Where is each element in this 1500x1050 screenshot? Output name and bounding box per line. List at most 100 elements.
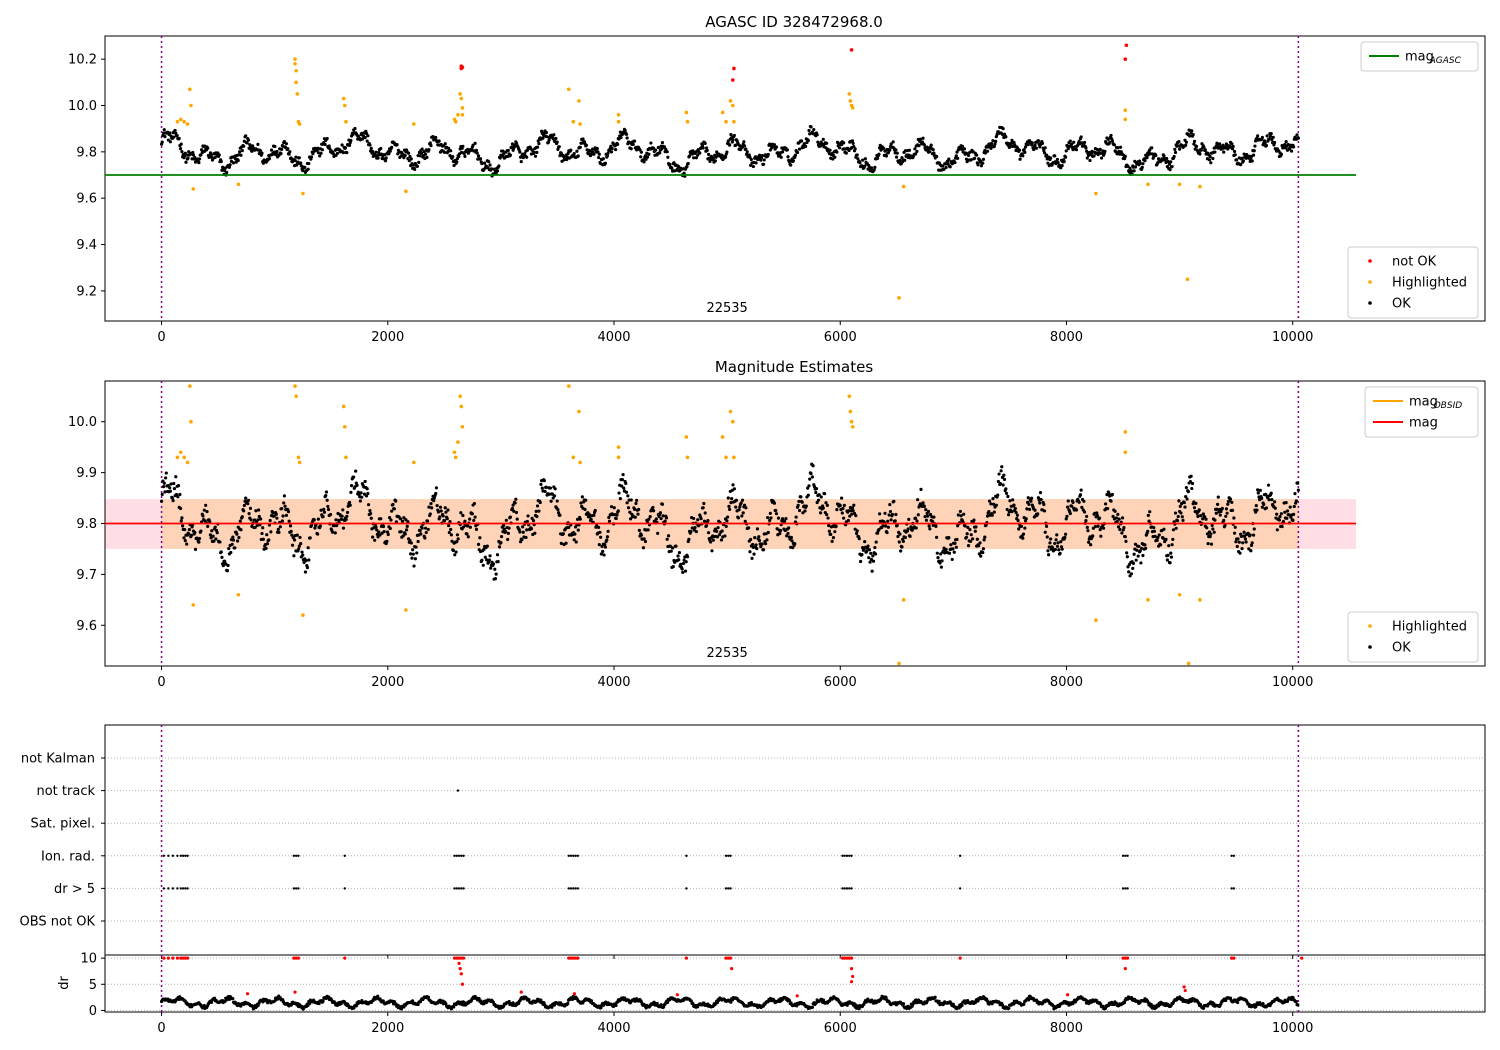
ok-point	[961, 150, 965, 154]
ok-point	[403, 532, 407, 536]
ok-point	[412, 564, 416, 568]
ok-point	[680, 567, 684, 571]
ok-point	[743, 519, 747, 523]
ok-point	[535, 150, 539, 154]
ok-point	[160, 140, 164, 144]
ok-point	[979, 554, 983, 558]
ok-point	[994, 139, 998, 144]
ok-point	[1089, 543, 1093, 547]
ok-point	[607, 515, 611, 520]
flag-point	[841, 854, 844, 857]
ok-point	[732, 487, 736, 491]
ok-point	[893, 519, 897, 523]
legend-box	[1347, 246, 1479, 319]
y-tick-label: 9.6	[76, 619, 97, 634]
flag-point	[685, 887, 688, 890]
ok-point	[471, 143, 475, 147]
ok-point	[1153, 534, 1157, 538]
legend-label: not OK	[1392, 255, 1437, 270]
ok-point	[734, 143, 738, 147]
ok-point	[172, 486, 177, 491]
highlighted-point	[453, 119, 458, 124]
ok-point	[804, 144, 808, 148]
ok-point	[631, 142, 635, 147]
ok-point	[797, 147, 802, 151]
ok-point	[599, 535, 603, 539]
highlighted-point	[343, 425, 347, 429]
ok-point	[277, 530, 281, 535]
ok-point	[574, 540, 578, 544]
highlighted-point	[178, 117, 183, 122]
ok-point	[418, 154, 422, 158]
ok-point	[286, 510, 291, 514]
ok-point	[731, 138, 735, 142]
ok-point	[797, 508, 802, 513]
ok-point	[365, 139, 369, 143]
panel-agasc-magnitude: 0 2000 4000 6000 8000 100009.29.49.69.810.010…	[68, 35, 1486, 345]
flag-point	[574, 887, 577, 890]
highlighted-point	[297, 460, 302, 465]
ok-point	[901, 539, 905, 544]
ok-point	[231, 161, 236, 165]
ok-point	[1028, 507, 1032, 511]
dr-point	[689, 999, 693, 1003]
ok-point	[228, 163, 232, 167]
ok-point	[618, 497, 622, 501]
ok-point	[519, 159, 523, 164]
ok-point	[269, 530, 273, 534]
ok-point	[366, 134, 370, 138]
ok-point	[954, 154, 958, 158]
ok-point	[201, 514, 205, 518]
ok-point	[1273, 506, 1277, 510]
ok-point	[363, 135, 367, 140]
ok-point	[1182, 500, 1186, 505]
ok-point	[1238, 551, 1242, 555]
ok-point	[1124, 539, 1128, 543]
ok-point	[304, 559, 308, 563]
flag-point	[179, 887, 182, 890]
ok-point	[419, 151, 424, 155]
flag-point	[727, 854, 730, 857]
ok-point	[324, 493, 328, 498]
ok-point	[472, 501, 477, 506]
dr-point	[1022, 1002, 1026, 1006]
highlighted-point	[341, 96, 346, 101]
ok-point	[1085, 156, 1089, 160]
ok-point	[178, 506, 183, 511]
ok-point	[219, 159, 223, 164]
ok-point	[886, 519, 890, 523]
ok-point	[1140, 165, 1144, 170]
flag-point	[1230, 854, 1233, 857]
ok-point	[1280, 524, 1284, 529]
ok-point	[410, 556, 414, 560]
ok-point	[206, 524, 210, 529]
ok-point	[1296, 488, 1300, 492]
ok-point	[1023, 145, 1028, 149]
flag-point	[843, 854, 846, 857]
ok-point	[850, 506, 855, 510]
ok-point	[895, 151, 899, 155]
ok-point	[744, 152, 749, 157]
ok-point	[825, 141, 829, 145]
ok-point	[1264, 506, 1269, 510]
ok-point	[567, 525, 571, 529]
ok-point	[959, 514, 963, 518]
ok-point	[1158, 543, 1163, 547]
ok-point	[936, 555, 940, 560]
ok-point	[333, 531, 337, 535]
ok-point	[677, 558, 681, 562]
ok-point	[932, 151, 936, 155]
ok-point	[1293, 492, 1297, 496]
ok-point	[326, 504, 330, 509]
ok-point	[318, 154, 322, 158]
ok-point	[426, 519, 430, 523]
ok-point	[454, 550, 458, 554]
ok-point	[382, 530, 386, 534]
flag-point	[460, 854, 463, 857]
ok-point	[502, 152, 506, 156]
ok-point	[863, 157, 867, 161]
dr-point	[317, 1001, 321, 1006]
ok-point	[996, 493, 1000, 497]
dr-point	[976, 999, 980, 1003]
flag-point	[1232, 887, 1236, 890]
